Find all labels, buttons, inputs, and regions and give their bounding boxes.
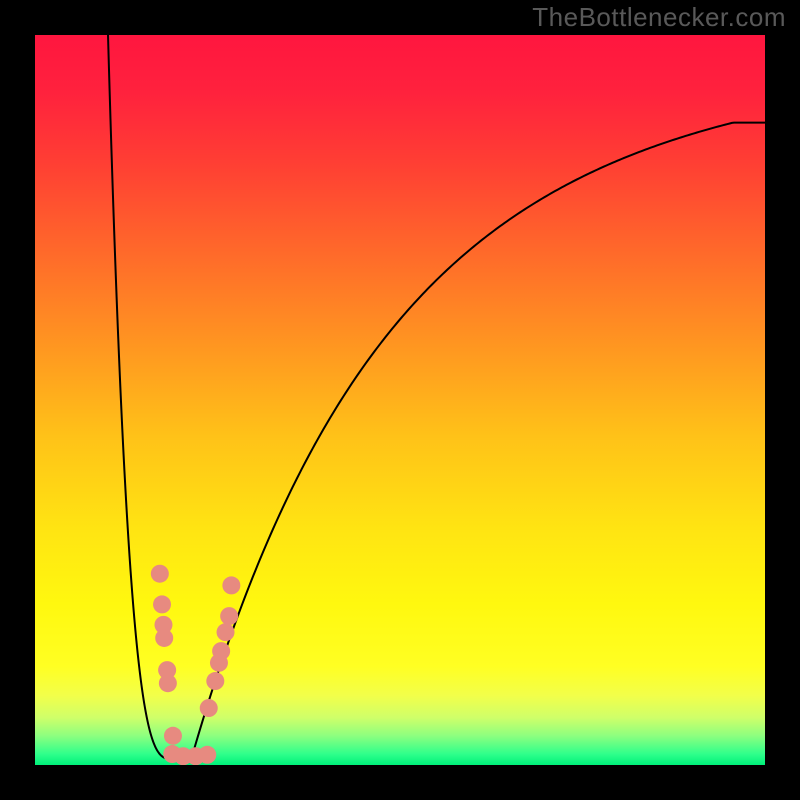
marker-point bbox=[217, 623, 235, 641]
marker-point bbox=[212, 642, 230, 660]
chart-root: TheBottlenecker.com bbox=[0, 0, 800, 800]
marker-point bbox=[155, 629, 173, 647]
watermark-text: TheBottlenecker.com bbox=[532, 2, 786, 33]
marker-point bbox=[198, 746, 216, 764]
marker-point bbox=[159, 674, 177, 692]
marker-point bbox=[153, 595, 171, 613]
marker-point bbox=[200, 699, 218, 717]
marker-point bbox=[206, 672, 224, 690]
marker-point bbox=[151, 565, 169, 583]
marker-point bbox=[222, 576, 240, 594]
marker-point bbox=[220, 607, 238, 625]
plot-background bbox=[35, 35, 765, 765]
marker-point bbox=[164, 727, 182, 745]
